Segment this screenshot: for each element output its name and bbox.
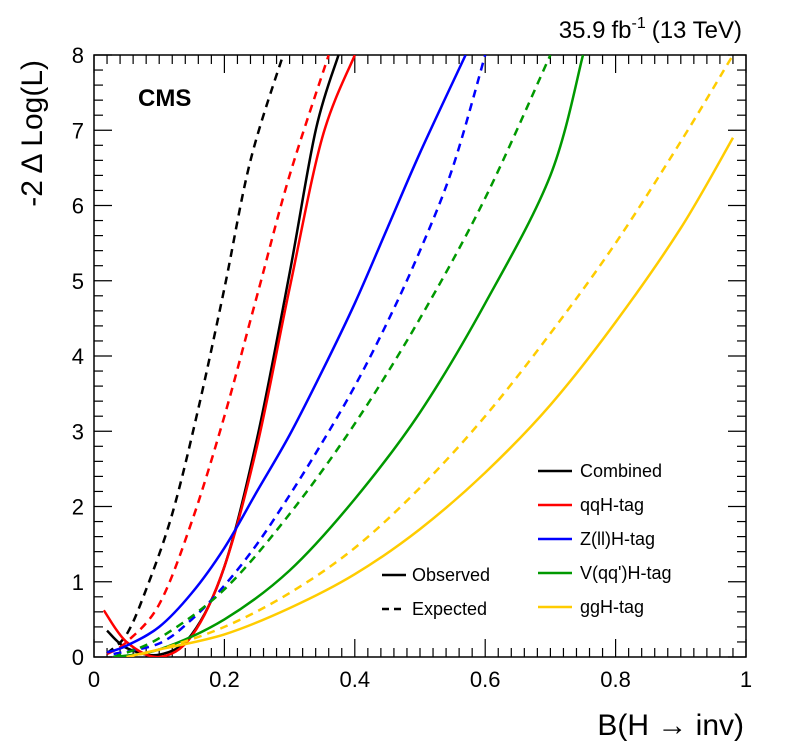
plot-curves <box>102 55 735 657</box>
x-tick-label: 0.2 <box>209 667 240 692</box>
y-tick-label: 0 <box>72 645 84 670</box>
y-axis-title: -2 Δ Log(L) <box>16 60 49 207</box>
curve-expected-ggh-tag <box>126 55 735 657</box>
x-axis-title: B(H → inv) <box>597 709 744 742</box>
curve-expected-combined <box>106 55 285 655</box>
y-tick-label: 4 <box>72 344 84 369</box>
y-tick-label: 1 <box>72 570 84 595</box>
curve-observed-combined <box>106 55 340 657</box>
y-tick-label: 6 <box>72 194 84 219</box>
legend-label-combined: Combined <box>580 461 662 481</box>
axis-ticks <box>93 54 747 658</box>
style-legend: Observed Expected <box>382 565 490 619</box>
curve-expected-v-qq-h-tag <box>113 55 552 657</box>
y-tick-label: 5 <box>72 269 84 294</box>
y-tick-label: 2 <box>72 495 84 520</box>
y-tick-label: 8 <box>72 43 84 68</box>
curve-observed-v-qq-h-tag <box>113 55 585 657</box>
energy-label: (13 TeV) <box>652 17 742 44</box>
lumi-label: 35.9 fb-1 (13 TeV) <box>559 15 742 44</box>
axis-tick-labels: 0 0.2 0.4 0.6 0.8 1 0 1 2 3 4 5 6 7 8 <box>72 43 752 692</box>
series-legend: Combined qqH-tag Z(ll)H-tag V(qq')H-tag ggH-… <box>538 461 671 617</box>
curve-observed-qqh-tag <box>102 55 356 657</box>
x-tick-label: 0.8 <box>600 667 631 692</box>
x-tick-label: 1 <box>740 667 752 692</box>
curve-observed-z-ll-h-tag <box>106 55 467 654</box>
lumi-unit: fb <box>611 17 631 44</box>
legend-label-ggh-tag: ggH-tag <box>580 597 644 617</box>
curve-observed-ggh-tag <box>126 137 735 657</box>
legend-label-qqh-tag: qqH-tag <box>580 495 644 515</box>
experiment-label: CMS <box>138 85 191 112</box>
y-tick-label: 7 <box>72 118 84 143</box>
y-tick-label: 3 <box>72 419 84 444</box>
curve-expected-qqh-tag <box>106 55 330 656</box>
style-legend-observed-label: Observed <box>412 565 490 585</box>
style-legend-expected-label: Expected <box>412 599 487 619</box>
legend-label-z-ll-h-tag: Z(ll)H-tag <box>580 529 655 549</box>
lumi-exponent: -1 <box>631 15 645 32</box>
legend-label-v-qq-h-tag: V(qq')H-tag <box>580 563 671 583</box>
x-tick-label: 0.6 <box>470 667 501 692</box>
curves-clipped <box>102 55 735 657</box>
curve-expected-z-ll-h-tag <box>113 55 487 656</box>
x-tick-label: 0 <box>88 667 100 692</box>
x-tick-label: 0.4 <box>340 667 371 692</box>
lumi-value: 35.9 <box>559 17 606 44</box>
